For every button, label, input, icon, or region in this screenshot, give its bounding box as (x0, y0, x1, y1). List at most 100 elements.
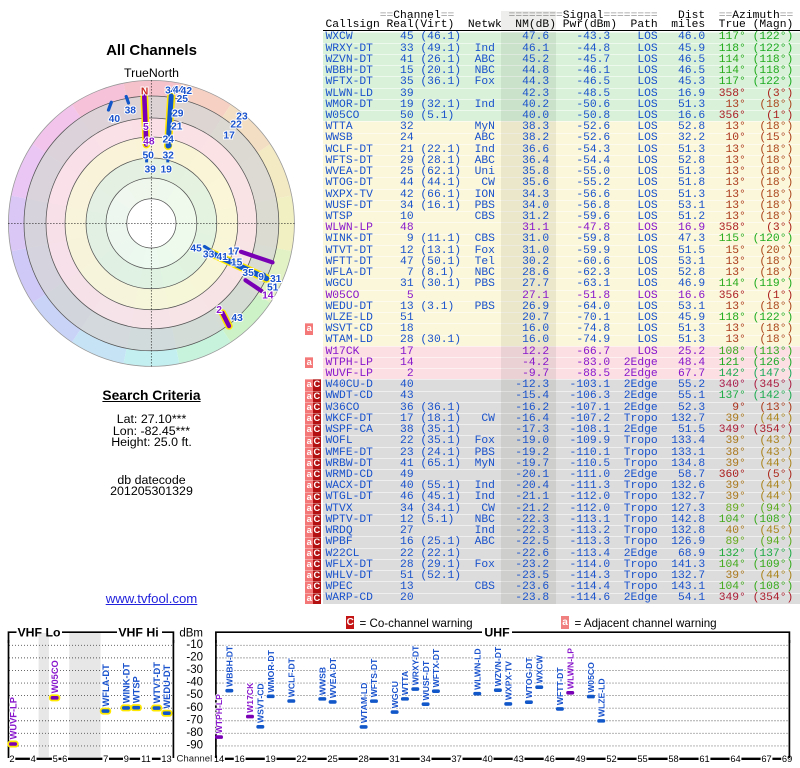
svg-text:WTSP: WTSP (132, 676, 142, 703)
svg-text:19: 19 (265, 754, 275, 764)
svg-text:dBm: dBm (179, 628, 203, 640)
svg-text:-80: -80 (186, 727, 203, 739)
svg-text:24: 24 (162, 135, 174, 146)
svg-text:52: 52 (606, 754, 616, 764)
svg-text:WFTT-DT: WFTT-DT (555, 667, 565, 705)
svg-text:W17CK: W17CK (245, 682, 255, 713)
svg-text:37: 37 (451, 754, 461, 764)
svg-text:5: 5 (53, 754, 58, 764)
svg-text:40: 40 (482, 754, 492, 764)
svg-text:2: 2 (216, 305, 222, 316)
svg-text:55: 55 (637, 754, 647, 764)
svg-text:4: 4 (31, 754, 36, 764)
svg-text:WLZE-LD: WLZE-LD (596, 678, 606, 717)
svg-text:2: 2 (9, 754, 14, 764)
svg-text:WGCU: WGCU (390, 681, 400, 708)
svg-text:43: 43 (513, 754, 523, 764)
svg-text:64: 64 (730, 754, 740, 764)
svg-text:33: 33 (203, 250, 215, 261)
svg-text:-50: -50 (186, 689, 203, 701)
svg-text:28: 28 (358, 754, 368, 764)
svg-text:WTVT-DT: WTVT-DT (152, 662, 162, 704)
svg-text:WFTX-DT: WFTX-DT (431, 648, 441, 687)
svg-text:WTTA: WTTA (400, 671, 410, 695)
svg-text:29: 29 (172, 108, 184, 119)
svg-text:WEDU-DT: WEDU-DT (162, 664, 172, 708)
svg-text:WBBH-DT: WBBH-DT (225, 645, 235, 687)
svg-text:39: 39 (144, 165, 156, 176)
svg-text:UHF: UHF (484, 626, 510, 640)
svg-text:WUSF-DT: WUSF-DT (421, 660, 431, 700)
svg-text:31: 31 (270, 274, 282, 285)
svg-text:WTAM-LD: WTAM-LD (359, 683, 369, 723)
svg-text:22: 22 (296, 754, 306, 764)
svg-text:WXPX-TV: WXPX-TV (503, 661, 513, 700)
svg-text:9: 9 (124, 754, 129, 764)
svg-text:42: 42 (181, 86, 193, 97)
svg-text:13: 13 (161, 754, 171, 764)
svg-text:-70: -70 (186, 714, 203, 726)
svg-text:40: 40 (109, 114, 121, 125)
svg-text:67: 67 (761, 754, 771, 764)
svg-text:W05CO: W05CO (586, 662, 596, 693)
svg-text:VHF Hi: VHF Hi (118, 626, 158, 640)
svg-text:61: 61 (699, 754, 709, 764)
svg-text:-60: -60 (186, 702, 203, 714)
svg-text:WVEA-DT: WVEA-DT (328, 657, 338, 698)
svg-text:11: 11 (141, 754, 151, 764)
svg-text:49: 49 (575, 754, 585, 764)
svg-text:43: 43 (231, 313, 243, 324)
svg-text:69: 69 (782, 754, 792, 764)
svg-text:WLWN-LD: WLWN-LD (472, 648, 482, 690)
svg-text:WCLF-DT: WCLF-DT (287, 657, 297, 697)
svg-text:48: 48 (143, 136, 155, 147)
svg-text:35: 35 (242, 268, 254, 279)
svg-text:WTOG-DT: WTOG-DT (524, 657, 534, 699)
svg-text:38: 38 (125, 106, 137, 117)
svg-text:25: 25 (177, 94, 189, 105)
svg-text:9: 9 (258, 272, 264, 283)
svg-text:41: 41 (216, 252, 228, 263)
svg-text:51: 51 (267, 282, 279, 293)
svg-text:31: 31 (389, 754, 399, 764)
svg-text:22: 22 (230, 119, 242, 130)
svg-text:15: 15 (231, 257, 243, 268)
svg-text:WUVF-LP: WUVF-LP (8, 697, 18, 739)
svg-text:WRXY-DT: WRXY-DT (411, 645, 421, 685)
svg-text:-20: -20 (186, 652, 203, 664)
svg-text:-30: -30 (186, 664, 203, 676)
svg-text:34: 34 (165, 86, 177, 97)
svg-text:WWSB: WWSB (318, 667, 328, 695)
svg-text:7: 7 (103, 754, 108, 764)
svg-text:N: N (141, 86, 148, 97)
svg-text:17: 17 (228, 247, 240, 258)
svg-text:25: 25 (327, 754, 337, 764)
svg-text:14: 14 (214, 754, 224, 764)
svg-text:-90: -90 (186, 740, 203, 752)
svg-text:WXCW: WXCW (534, 654, 544, 683)
svg-text:16: 16 (235, 754, 245, 764)
svg-text:17: 17 (223, 130, 235, 141)
svg-text:34: 34 (420, 754, 430, 764)
svg-text:5: 5 (143, 122, 149, 133)
svg-text:14: 14 (262, 291, 274, 302)
svg-text:50: 50 (142, 151, 154, 162)
svg-text:WLWN-LP: WLWN-LP (565, 648, 575, 689)
svg-text:-10: -10 (186, 639, 203, 651)
svg-text:32: 32 (162, 151, 174, 162)
svg-text:46: 46 (544, 754, 554, 764)
svg-text:WZVN-DT: WZVN-DT (493, 646, 503, 686)
svg-text:WSVT-CD: WSVT-CD (256, 683, 266, 723)
svg-text:23: 23 (236, 112, 248, 123)
svg-text:VHF Lo: VHF Lo (17, 626, 61, 640)
svg-text:-40: -40 (186, 677, 203, 689)
svg-text:44: 44 (173, 85, 185, 96)
svg-text:6: 6 (62, 754, 67, 764)
svg-text:Channel: Channel (177, 754, 213, 765)
svg-text:WINK-DT: WINK-DT (121, 663, 131, 704)
svg-text:WTPH-LP: WTPH-LP (214, 694, 224, 733)
svg-text:19: 19 (160, 165, 172, 176)
svg-text:WMOR-DT: WMOR-DT (266, 649, 276, 692)
svg-text:58: 58 (668, 754, 678, 764)
svg-text:W05CO: W05CO (50, 660, 60, 693)
